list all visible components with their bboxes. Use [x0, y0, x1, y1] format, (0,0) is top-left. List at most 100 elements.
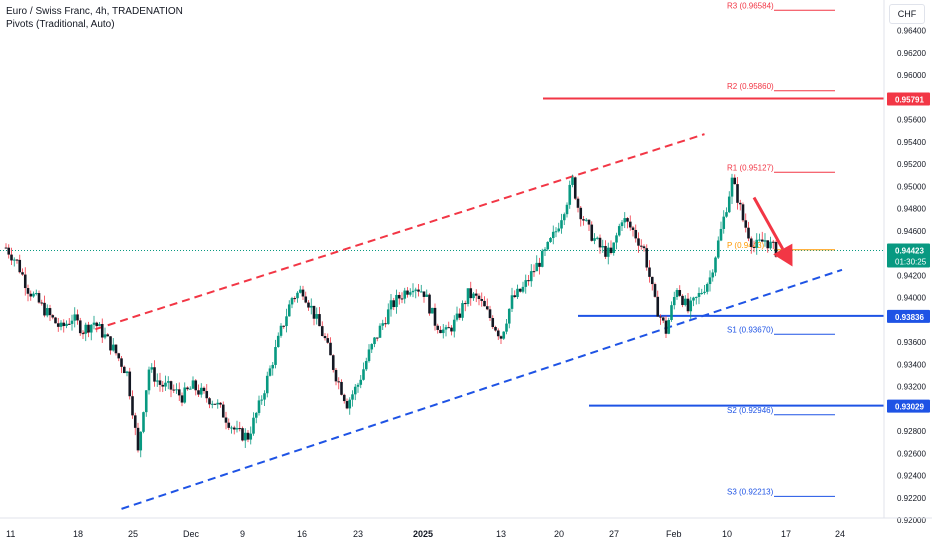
candle: [243, 428, 247, 448]
candle: [153, 360, 156, 387]
candle: [593, 233, 596, 245]
candle-body: [692, 297, 695, 301]
candle: [472, 291, 475, 301]
candle-body: [109, 336, 112, 351]
candle: [678, 285, 682, 297]
candle: [661, 316, 665, 324]
candle-body: [353, 386, 357, 395]
candle: [235, 420, 239, 433]
candle-body: [175, 389, 178, 391]
candle: [612, 242, 616, 256]
support1-price-tag-label: 0.93836: [895, 313, 924, 322]
candle: [733, 174, 737, 185]
indicator-label[interactable]: Pivots (Traditional, Auto): [6, 19, 115, 30]
candle-body: [716, 240, 720, 258]
candle-body: [571, 177, 574, 185]
candle-body: [700, 292, 704, 294]
candle: [485, 298, 489, 311]
candle-body: [494, 327, 497, 331]
time-tick-label: 25: [128, 529, 138, 539]
candle-body: [224, 417, 228, 423]
candle-body: [639, 245, 643, 247]
price-tick-label: 0.94800: [897, 205, 926, 214]
candle: [29, 290, 33, 301]
candle: [463, 300, 467, 312]
chart-title[interactable]: Euro / Swiss Franc, 4h, TRADENATION: [6, 6, 183, 17]
candle-body: [230, 427, 233, 429]
time-tick-label: 20: [554, 529, 564, 539]
candle-body: [455, 313, 459, 320]
candle: [722, 210, 726, 234]
candle: [59, 320, 63, 331]
candle-body: [419, 291, 423, 293]
candle: [276, 332, 280, 348]
price-tick-label: 0.93400: [897, 360, 926, 369]
candle: [496, 328, 500, 341]
candle: [760, 231, 764, 242]
candle: [318, 306, 321, 327]
candle: [164, 375, 167, 391]
candle-body: [359, 379, 363, 385]
candle: [406, 287, 409, 298]
candle: [551, 225, 555, 245]
candle-body: [441, 329, 445, 334]
candle: [469, 281, 473, 306]
candle-body: [370, 344, 374, 350]
time-tick-label: 23: [353, 529, 363, 539]
candle: [216, 399, 220, 409]
candle: [139, 431, 143, 458]
candle-body: [257, 400, 261, 413]
candle-body: [158, 380, 162, 385]
lower-channel: [121, 268, 843, 510]
candle-body: [235, 428, 239, 430]
candle: [582, 216, 585, 226]
candle: [257, 395, 261, 416]
candle: [659, 314, 662, 325]
price-tick-label: 0.96200: [897, 49, 926, 58]
candle-body: [672, 297, 676, 306]
candle: [667, 317, 671, 335]
candle: [645, 244, 649, 271]
candle: [128, 367, 132, 400]
time-tick-label: 2025: [413, 529, 433, 539]
candle: [315, 307, 319, 325]
candle: [384, 317, 387, 328]
candle-body: [4, 247, 8, 249]
candle: [474, 289, 478, 303]
candle-body: [114, 344, 118, 354]
candle-body: [29, 293, 33, 297]
candle: [428, 293, 431, 316]
candle: [260, 395, 264, 405]
candle-body: [612, 242, 616, 253]
trendlines: [82, 133, 843, 510]
candle: [510, 287, 514, 313]
candle: [714, 256, 717, 277]
candle-body: [733, 177, 737, 185]
candle: [397, 291, 401, 305]
candle-body: [208, 398, 211, 405]
candle-body: [513, 295, 517, 298]
candle-body: [238, 428, 242, 430]
candle-body: [111, 344, 115, 351]
candle-body: [87, 324, 90, 333]
pivot-label-p: P (0.9443): [727, 241, 765, 250]
candle-body: [180, 395, 184, 403]
candle-body: [100, 324, 104, 338]
candle: [694, 296, 698, 305]
candle: [155, 373, 159, 387]
candle-body: [587, 219, 591, 225]
candle: [395, 289, 398, 314]
candle-body: [285, 316, 288, 327]
candle: [422, 291, 426, 303]
candle-body: [694, 296, 698, 298]
pivot-label-s1: S1 (0.93670): [727, 325, 774, 334]
candle: [491, 315, 495, 329]
candle-body: [400, 298, 404, 300]
candle-body: [155, 380, 159, 382]
candle: [546, 241, 550, 251]
currency-button[interactable]: CHF: [889, 4, 925, 24]
candle-body: [469, 288, 473, 299]
time-axis[interactable]: 11 18 25 Dec 9 16 23 2025 13 20 27 Feb 10 17 24: [0, 517, 932, 539]
candle-body: [579, 207, 583, 220]
candle: [232, 425, 236, 435]
